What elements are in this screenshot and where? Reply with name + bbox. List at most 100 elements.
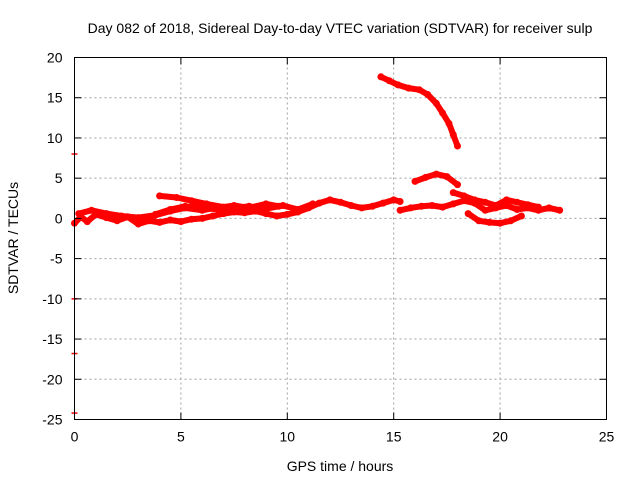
x-axis-label: GPS time / hours (287, 458, 394, 474)
data-point (524, 201, 532, 209)
data-point (315, 199, 323, 207)
data-point (545, 204, 553, 212)
data-point (396, 206, 404, 214)
data-point (273, 212, 281, 220)
data-point (151, 210, 159, 218)
data-point (492, 202, 500, 209)
plot-frame (74, 57, 607, 420)
data-point (439, 109, 447, 117)
data-point (209, 212, 217, 220)
x-tick-label: 15 (386, 429, 402, 445)
data-point (88, 206, 95, 214)
data-point (481, 198, 489, 206)
data-point (432, 170, 440, 178)
data-point (358, 204, 366, 212)
data-point (445, 120, 453, 127)
data-point (83, 218, 91, 226)
data-point (326, 196, 334, 204)
data-point (166, 206, 174, 213)
y-axis-label: SDTVAR / TECUs (5, 182, 21, 294)
data-point (262, 200, 270, 208)
data-point (475, 217, 483, 225)
data-point (422, 173, 430, 181)
data-point (417, 202, 425, 210)
data-point (496, 219, 504, 227)
data-point (534, 203, 542, 211)
y-tick-label: 10 (47, 130, 63, 146)
y-tick-label: -20 (42, 371, 62, 387)
grid-lines (74, 57, 607, 420)
data-point (411, 177, 419, 185)
data-point (405, 84, 413, 92)
data-point (166, 216, 174, 224)
data-point (198, 214, 206, 222)
data-point (385, 77, 393, 85)
y-tick-label: -25 (42, 412, 62, 428)
x-tick-label: 5 (177, 429, 185, 445)
data-point (481, 206, 489, 214)
data-point (460, 192, 468, 200)
chart-title: Day 082 of 2018, Sidereal Day-to-day VTE… (88, 20, 593, 36)
series-evening-band (397, 197, 563, 214)
data-point (117, 212, 125, 220)
data-point (449, 200, 457, 208)
y-tick-label: 20 (47, 50, 63, 66)
data-point (449, 131, 457, 139)
data-point (424, 91, 432, 98)
data-point (415, 86, 423, 94)
data-point (394, 81, 402, 89)
y-tick-labels: -25 -20 -15 -10 -5 0 5 10 15 20 (42, 50, 62, 428)
data-point (156, 192, 164, 200)
data-point (396, 198, 404, 205)
data-point (134, 220, 142, 228)
data-point (407, 204, 415, 212)
data-series (71, 73, 564, 228)
data-point (275, 202, 283, 210)
x-tick-label: 0 (71, 429, 79, 445)
data-point (503, 196, 510, 204)
data-point (188, 197, 195, 205)
data-point (347, 202, 355, 209)
data-point (181, 202, 189, 210)
data-point (454, 142, 461, 150)
data-point (513, 206, 521, 213)
data-point (134, 214, 142, 222)
data-point (471, 196, 479, 204)
x-tick-labels: 0 5 10 15 20 25 (71, 429, 615, 445)
y-tick-label: -5 (50, 251, 63, 267)
data-point (443, 173, 451, 181)
data-point (198, 204, 206, 212)
y-tick-label: 15 (47, 90, 63, 106)
data-point (432, 99, 440, 107)
y-tick-label: -10 (42, 291, 62, 307)
data-point (513, 198, 521, 206)
data-point (262, 210, 270, 218)
data-point (439, 203, 447, 211)
data-point (464, 210, 472, 218)
data-point (241, 209, 249, 217)
x-tick-label: 25 (599, 429, 615, 445)
data-point (368, 202, 376, 210)
data-point (309, 200, 317, 208)
data-point (173, 194, 181, 201)
data-point (188, 215, 195, 223)
data-point (486, 218, 493, 226)
data-point (556, 206, 564, 214)
data-point (377, 73, 385, 81)
data-point (283, 210, 291, 218)
y-tick-label: -15 (42, 331, 62, 347)
data-point (294, 206, 302, 213)
data-point (177, 218, 185, 226)
data-point (245, 204, 253, 212)
data-point (215, 206, 223, 213)
data-point (102, 210, 110, 218)
data-point (428, 202, 436, 209)
data-point (390, 196, 398, 204)
data-point (113, 217, 121, 225)
x-tick-label: 10 (280, 429, 296, 445)
data-point (507, 217, 515, 225)
x-tick-label: 20 (492, 429, 508, 445)
data-point (75, 210, 83, 218)
data-point (517, 212, 525, 220)
